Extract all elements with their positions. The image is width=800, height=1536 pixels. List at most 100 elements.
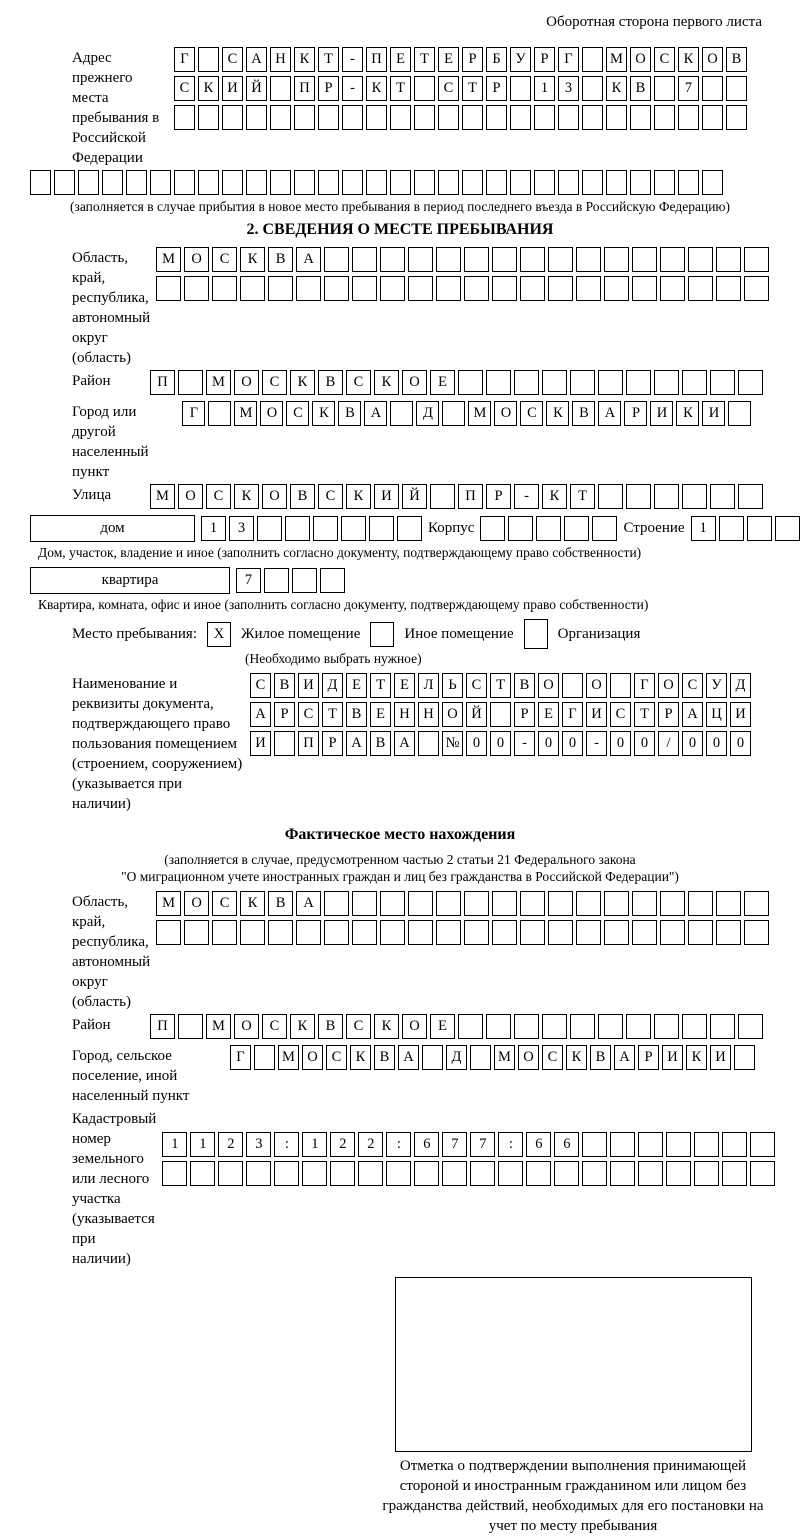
char-box[interactable]: М (278, 1045, 299, 1070)
char-box[interactable]: Т (462, 76, 483, 101)
char-box[interactable] (576, 891, 602, 916)
char-box[interactable]: О (586, 673, 607, 698)
char-box[interactable]: Й (402, 484, 427, 509)
char-box[interactable] (184, 920, 210, 945)
char-box[interactable] (510, 170, 531, 195)
char-box[interactable]: 1 (690, 516, 716, 541)
char-box[interactable] (654, 370, 679, 395)
char-box[interactable]: А (296, 891, 322, 916)
char-box[interactable] (654, 484, 679, 509)
char-box[interactable] (408, 247, 434, 272)
char-box[interactable]: Е (538, 702, 559, 727)
char-box[interactable] (380, 276, 406, 301)
char-box[interactable] (274, 731, 295, 756)
char-box[interactable] (626, 370, 651, 395)
char-box[interactable] (774, 516, 800, 541)
char-box[interactable] (264, 568, 289, 593)
char-box[interactable] (408, 920, 434, 945)
char-box[interactable] (380, 891, 406, 916)
char-box[interactable]: Р (462, 47, 483, 72)
char-box[interactable] (268, 276, 294, 301)
char-box[interactable] (738, 484, 763, 509)
char-box[interactable]: В (268, 891, 294, 916)
char-box[interactable]: Ь (442, 673, 463, 698)
char-box[interactable]: 0 (466, 731, 487, 756)
char-box[interactable] (386, 1161, 412, 1186)
char-box[interactable]: 0 (706, 731, 727, 756)
char-box[interactable] (514, 1014, 539, 1039)
char-box[interactable]: 6 (554, 1132, 580, 1157)
char-box[interactable] (492, 276, 518, 301)
char-box[interactable] (414, 170, 435, 195)
char-box[interactable] (632, 247, 658, 272)
char-box[interactable] (750, 1132, 776, 1157)
char-box[interactable] (270, 105, 291, 130)
char-box[interactable]: 0 (730, 731, 751, 756)
char-box[interactable]: Р (514, 702, 535, 727)
char-box[interactable] (190, 1161, 216, 1186)
char-box[interactable]: С (222, 47, 243, 72)
char-box[interactable]: В (514, 673, 535, 698)
char-box[interactable] (718, 516, 744, 541)
char-box[interactable]: М (468, 401, 492, 426)
char-box[interactable]: Р (638, 1045, 659, 1070)
char-box[interactable] (542, 1014, 567, 1039)
char-box[interactable]: Р (534, 47, 555, 72)
char-box[interactable] (606, 170, 627, 195)
char-box[interactable]: М (156, 247, 182, 272)
char-box[interactable] (510, 76, 531, 101)
char-box[interactable] (582, 170, 603, 195)
char-box[interactable] (694, 1161, 720, 1186)
char-box[interactable] (710, 484, 735, 509)
char-box[interactable] (582, 1161, 608, 1186)
char-box[interactable] (390, 170, 411, 195)
char-box[interactable] (414, 1161, 440, 1186)
char-box[interactable] (726, 76, 747, 101)
char-box[interactable] (369, 516, 394, 541)
char-box[interactable] (240, 276, 266, 301)
char-box[interactable]: И (374, 484, 399, 509)
char-box[interactable] (464, 276, 490, 301)
char-box[interactable]: Т (390, 76, 411, 101)
char-box[interactable]: И (662, 1045, 683, 1070)
char-box[interactable] (324, 247, 350, 272)
char-box[interactable]: К (606, 76, 627, 101)
char-box[interactable]: Д (446, 1045, 467, 1070)
char-box[interactable]: О (518, 1045, 539, 1070)
char-box[interactable] (464, 247, 490, 272)
char-box[interactable]: А (598, 401, 622, 426)
char-box[interactable]: С (346, 1014, 371, 1039)
apartment-type-box[interactable]: квартира (30, 567, 230, 594)
char-box[interactable]: С (326, 1045, 347, 1070)
char-box[interactable]: А (250, 702, 271, 727)
char-box[interactable]: 2 (330, 1132, 356, 1157)
char-box[interactable]: К (294, 47, 315, 72)
char-box[interactable]: К (350, 1045, 371, 1070)
char-box[interactable] (470, 1161, 496, 1186)
char-box[interactable] (510, 105, 531, 130)
char-box[interactable] (254, 1045, 275, 1070)
char-box[interactable] (604, 247, 630, 272)
char-box[interactable]: : (498, 1132, 524, 1157)
char-box[interactable]: В (630, 76, 651, 101)
char-box[interactable]: Р (624, 401, 648, 426)
char-box[interactable]: О (302, 1045, 323, 1070)
char-box[interactable] (576, 247, 602, 272)
char-box[interactable]: К (374, 1014, 399, 1039)
char-box[interactable]: Г (182, 401, 206, 426)
char-box[interactable]: О (538, 673, 559, 698)
char-box[interactable] (156, 276, 182, 301)
char-box[interactable] (548, 920, 574, 945)
char-box[interactable]: К (366, 76, 387, 101)
char-box[interactable]: Р (486, 76, 507, 101)
char-box[interactable] (408, 891, 434, 916)
char-box[interactable] (257, 516, 282, 541)
char-box[interactable]: Г (174, 47, 195, 72)
char-box[interactable] (598, 484, 623, 509)
char-box[interactable] (342, 105, 363, 130)
char-box[interactable] (458, 1014, 483, 1039)
char-box[interactable] (341, 516, 366, 541)
char-box[interactable]: К (198, 76, 219, 101)
char-box[interactable] (430, 484, 455, 509)
char-box[interactable] (626, 1014, 651, 1039)
